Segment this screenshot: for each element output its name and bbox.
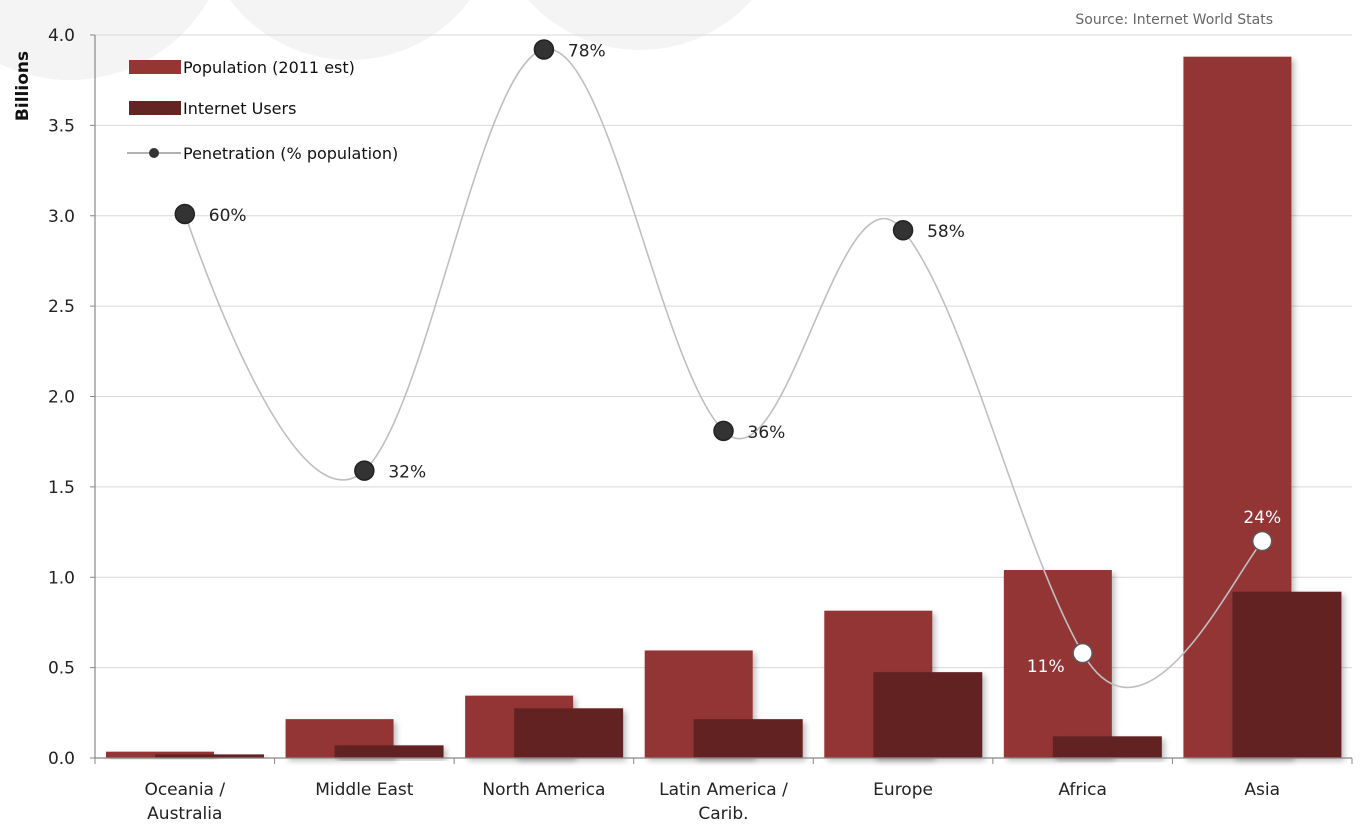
axes (94, 35, 1353, 764)
x-category-label: Middle East (315, 780, 414, 800)
legend: Population (2011 est) Internet Users Penet… (127, 58, 398, 163)
watermark-shape (0, 0, 209, 80)
y-tick-label: 1.5 (48, 478, 75, 498)
penetration-point (1072, 642, 1093, 664)
x-category-line: Middle East (315, 780, 414, 800)
watermark-shape (230, 0, 470, 60)
y-tick-label: 3.5 (48, 116, 75, 136)
legend-swatch-internet-users (129, 101, 181, 115)
legend-label-population: Population (2011 est) (183, 58, 355, 77)
x-category-line: Europe (873, 780, 933, 800)
y-tick-label: 1.0 (48, 568, 75, 588)
legend-marker-penetration (149, 148, 159, 158)
penetration-point (533, 39, 555, 60)
penetration-point (713, 420, 734, 442)
bar-internet-users (873, 672, 983, 758)
penetration-point (1251, 530, 1273, 552)
bar-internet-users (1232, 591, 1342, 758)
bar-internet-users (514, 708, 624, 758)
x-category-line: Australia (147, 804, 222, 824)
y-tick-label: 2.5 (48, 297, 75, 317)
x-category-label: Europe (873, 780, 933, 800)
y-axis-label: Billions (13, 51, 33, 121)
x-category-labels: Oceania / Australia Middle East North Ameri… (144, 780, 1280, 824)
penetration-label: 60% (209, 206, 247, 226)
y-tick-label: 0.5 (48, 659, 75, 679)
legend-label-internet-users: Internet Users (183, 99, 296, 118)
y-tick-label: 2.0 (48, 388, 75, 408)
x-category-label: Latin America / Carib. (659, 780, 788, 824)
x-category-line: Asia (1244, 780, 1280, 800)
legend-label-penetration: Penetration (% population) (183, 144, 398, 163)
penetration-line: 60% 32% 78% 36% 58% 11% 24% (174, 39, 1281, 688)
x-category-label: North America (482, 780, 605, 800)
x-category-line: Latin America / (659, 780, 788, 800)
bars (106, 56, 1342, 758)
penetration-point (354, 460, 375, 481)
penetration-label: 78% (568, 41, 606, 61)
watermark-shape (528, 0, 752, 50)
source-note: Source: Internet World Stats (1075, 12, 1273, 28)
penetration-label: 11% (1027, 657, 1065, 677)
legend-swatch-population (129, 60, 181, 74)
penetration-label: 32% (388, 463, 426, 483)
penetration-label: 36% (748, 423, 786, 443)
x-category-line: Africa (1058, 780, 1107, 800)
bar-internet-users (693, 719, 803, 758)
y-tick-label: 4.0 (48, 26, 75, 46)
y-tick-labels: 0.0 0.5 1.0 1.5 2.0 2.5 3.0 3.5 4.0 (48, 26, 75, 769)
x-category-line: North America (482, 780, 605, 800)
penetration-label: 58% (927, 222, 965, 242)
x-category-label: Asia (1244, 780, 1280, 800)
background-watermark (0, 0, 752, 80)
bar-internet-users (1052, 736, 1162, 758)
penetration-point (174, 203, 196, 225)
x-category-label: Africa (1058, 780, 1107, 800)
penetration-label: 24% (1243, 508, 1281, 528)
bar-internet-users (334, 745, 444, 758)
x-category-line: Carib. (698, 804, 748, 824)
y-tick-label: 3.0 (48, 207, 75, 227)
penetration-point (892, 219, 914, 241)
y-tick-label: 0.0 (48, 749, 75, 769)
x-category-label: Oceania / Australia (144, 780, 225, 824)
x-category-line: Oceania / (144, 780, 225, 800)
bar-internet-users (155, 754, 264, 758)
